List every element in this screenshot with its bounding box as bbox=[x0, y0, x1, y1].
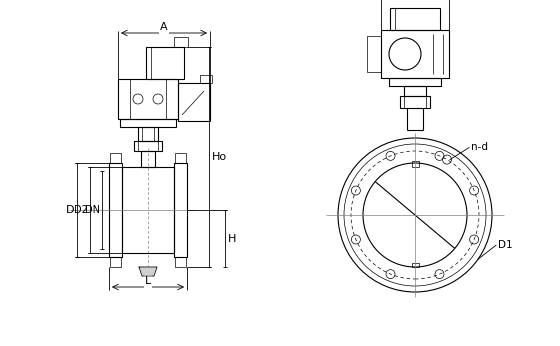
Text: D1: D1 bbox=[498, 240, 513, 250]
Polygon shape bbox=[139, 267, 157, 276]
Bar bbox=[400, 96, 430, 108]
Bar bbox=[110, 153, 121, 163]
Bar bbox=[174, 163, 187, 257]
Text: n-d: n-d bbox=[471, 142, 488, 152]
Bar bbox=[412, 161, 418, 167]
Bar bbox=[122, 167, 174, 253]
Bar bbox=[120, 119, 176, 127]
Bar bbox=[110, 257, 121, 267]
Text: H: H bbox=[228, 234, 236, 244]
Bar bbox=[175, 257, 186, 267]
Bar bbox=[146, 47, 184, 79]
Bar bbox=[178, 83, 210, 121]
Bar bbox=[141, 151, 155, 167]
Bar bbox=[109, 163, 122, 257]
Bar bbox=[412, 263, 418, 267]
Text: D: D bbox=[66, 205, 74, 215]
Bar bbox=[200, 75, 212, 83]
Text: L: L bbox=[145, 276, 151, 286]
Bar bbox=[138, 127, 158, 141]
Bar bbox=[134, 141, 162, 151]
Text: DN: DN bbox=[85, 205, 100, 215]
Bar bbox=[175, 153, 186, 163]
Text: D2: D2 bbox=[74, 205, 88, 215]
Text: Ho: Ho bbox=[212, 152, 227, 162]
Bar bbox=[367, 36, 381, 72]
Bar bbox=[174, 37, 188, 47]
Bar bbox=[118, 79, 178, 119]
Bar bbox=[390, 8, 440, 30]
Bar bbox=[404, 86, 426, 96]
Text: A: A bbox=[160, 22, 168, 33]
Bar bbox=[381, 30, 449, 78]
Bar bbox=[389, 78, 441, 86]
